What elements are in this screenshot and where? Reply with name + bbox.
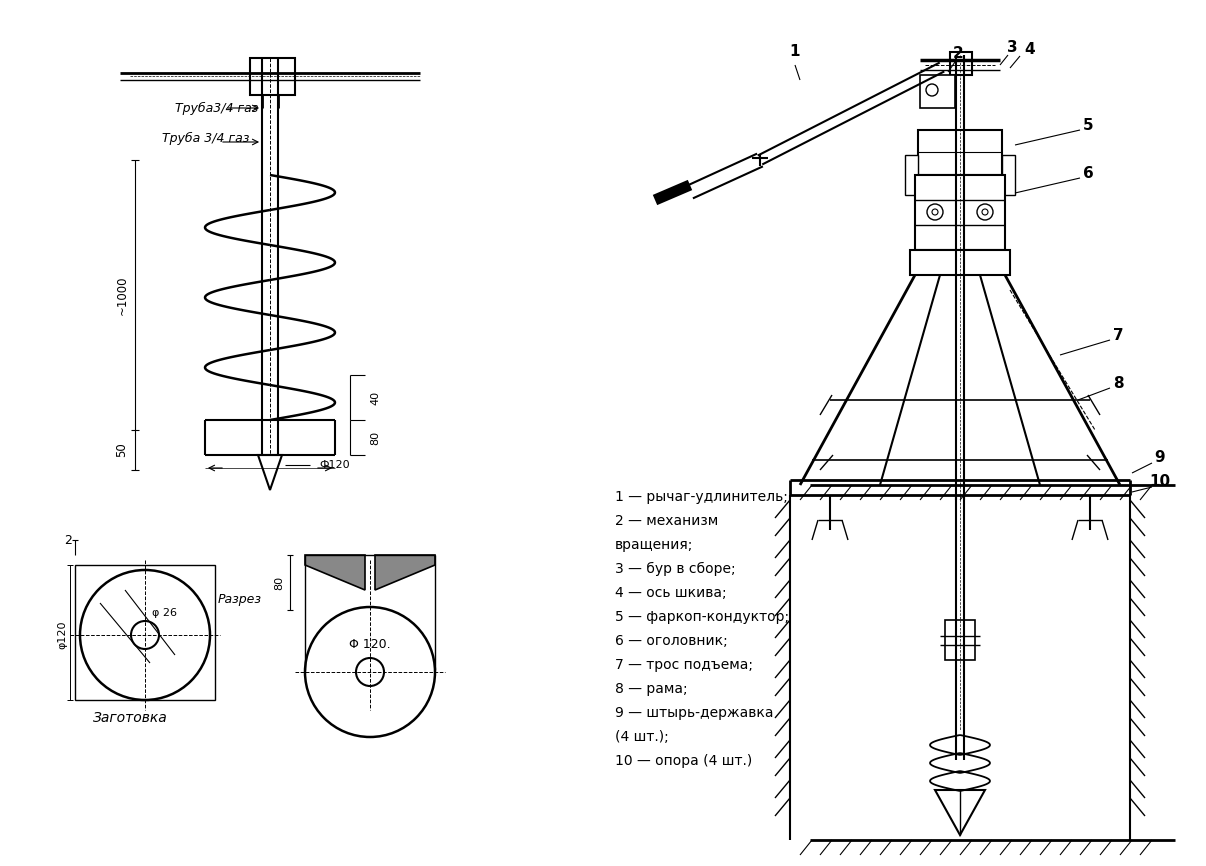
Text: 80: 80 <box>274 576 283 590</box>
Text: ~1000: ~1000 <box>116 275 129 314</box>
Text: Ф120: Ф120 <box>320 460 350 470</box>
Polygon shape <box>250 58 295 95</box>
Text: (4 шт.);: (4 шт.); <box>615 730 669 744</box>
Text: 50: 50 <box>116 443 129 457</box>
Text: вращения;: вращения; <box>615 538 693 552</box>
Text: 10 — опора (4 шт.): 10 — опора (4 шт.) <box>615 754 753 768</box>
Text: 7 — трос подъема;: 7 — трос подъема; <box>615 658 753 672</box>
Text: 2 — механизм: 2 — механизм <box>615 514 719 528</box>
Text: 3 — бур в сборе;: 3 — бур в сборе; <box>615 562 736 576</box>
Text: 4 — ось шкива;: 4 — ось шкива; <box>615 586 727 600</box>
Text: 3: 3 <box>1007 40 1018 55</box>
Text: 8 — рама;: 8 — рама; <box>615 682 687 696</box>
Polygon shape <box>918 130 1002 175</box>
Polygon shape <box>904 155 918 195</box>
Text: 6 — оголовник;: 6 — оголовник; <box>615 634 727 648</box>
Text: 2: 2 <box>64 533 72 546</box>
Polygon shape <box>375 555 435 590</box>
Text: Φ 120.: Φ 120. <box>350 638 391 651</box>
Polygon shape <box>950 52 972 75</box>
Polygon shape <box>75 565 215 700</box>
Text: 1 — рычаг-удлинитель;: 1 — рычаг-удлинитель; <box>615 490 788 504</box>
Polygon shape <box>946 620 974 660</box>
Polygon shape <box>911 250 1009 275</box>
Polygon shape <box>305 555 365 590</box>
Text: 9: 9 <box>1154 450 1165 466</box>
Text: φ120: φ120 <box>57 621 68 650</box>
Text: 9 — штырь-державка: 9 — штырь-державка <box>615 706 773 720</box>
Text: Труба3/4 газ: Труба3/4 газ <box>175 101 258 114</box>
Text: 80: 80 <box>370 431 380 445</box>
Text: 4: 4 <box>1025 42 1035 57</box>
Polygon shape <box>920 75 955 108</box>
Text: 1: 1 <box>790 44 801 60</box>
Text: 5 — фаркоп-кондуктор;: 5 — фаркоп-кондуктор; <box>615 610 789 624</box>
Text: 8: 8 <box>1113 377 1123 391</box>
Text: φ 26: φ 26 <box>152 608 177 618</box>
Text: Труба 3/4 газ: Труба 3/4 газ <box>162 132 250 145</box>
Text: Разрез: Разрез <box>218 593 262 606</box>
Text: 5: 5 <box>1083 119 1094 133</box>
Polygon shape <box>1002 155 1015 195</box>
Polygon shape <box>915 175 1005 250</box>
Text: 10: 10 <box>1149 475 1171 489</box>
Text: Заготовка: Заготовка <box>93 711 168 725</box>
Text: 2: 2 <box>953 47 964 61</box>
Text: 40: 40 <box>370 391 380 405</box>
Text: 6: 6 <box>1083 166 1094 182</box>
Text: 7: 7 <box>1113 328 1123 344</box>
Polygon shape <box>258 455 282 490</box>
Polygon shape <box>935 790 985 835</box>
